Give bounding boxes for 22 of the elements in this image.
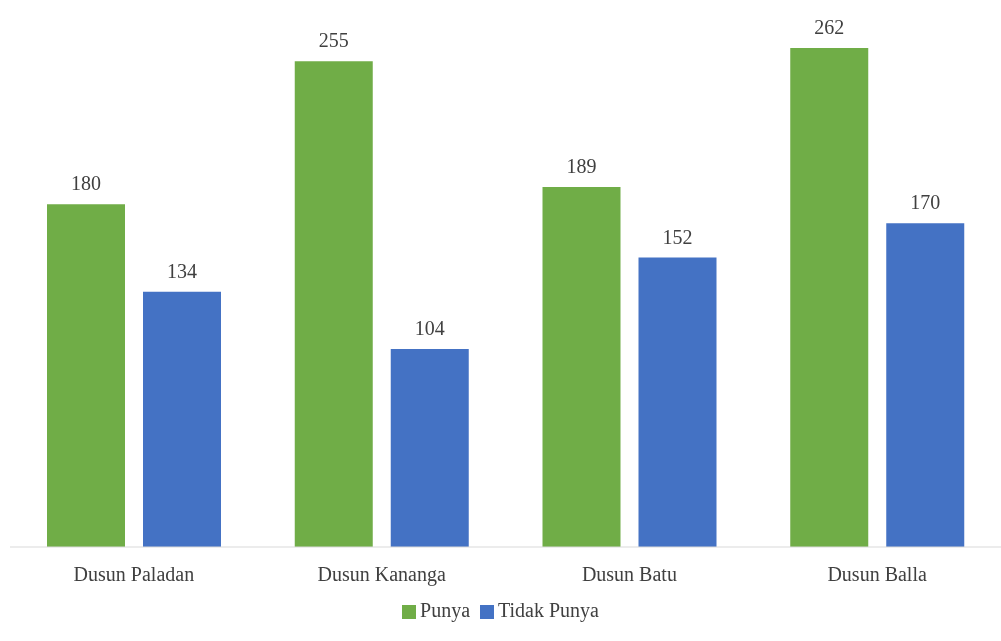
legend-label: Tidak Punya [498,599,599,621]
bar [294,61,373,547]
data-label: 170 [910,191,941,214]
data-label: 152 [662,225,693,248]
bar [542,187,621,547]
bar [143,291,221,547]
data-label: 189 [566,155,597,178]
data-label: 104 [414,316,445,339]
data-label: 255 [318,29,349,52]
x-tick-label: Dusun Kananga [317,563,446,587]
data-label: 134 [167,259,197,282]
x-tick-label: Dusun Balla [827,563,927,586]
data-label: 262 [814,16,845,38]
data-label: 180 [71,172,101,195]
legend-label: Punya [420,599,471,621]
bar [390,348,469,547]
x-tick-label: Dusun Paladan [73,563,195,586]
x-tick-label: Dusun Batu [581,563,677,586]
bar [638,257,717,547]
bar [47,204,125,547]
bar [790,48,869,547]
bar [886,223,965,547]
